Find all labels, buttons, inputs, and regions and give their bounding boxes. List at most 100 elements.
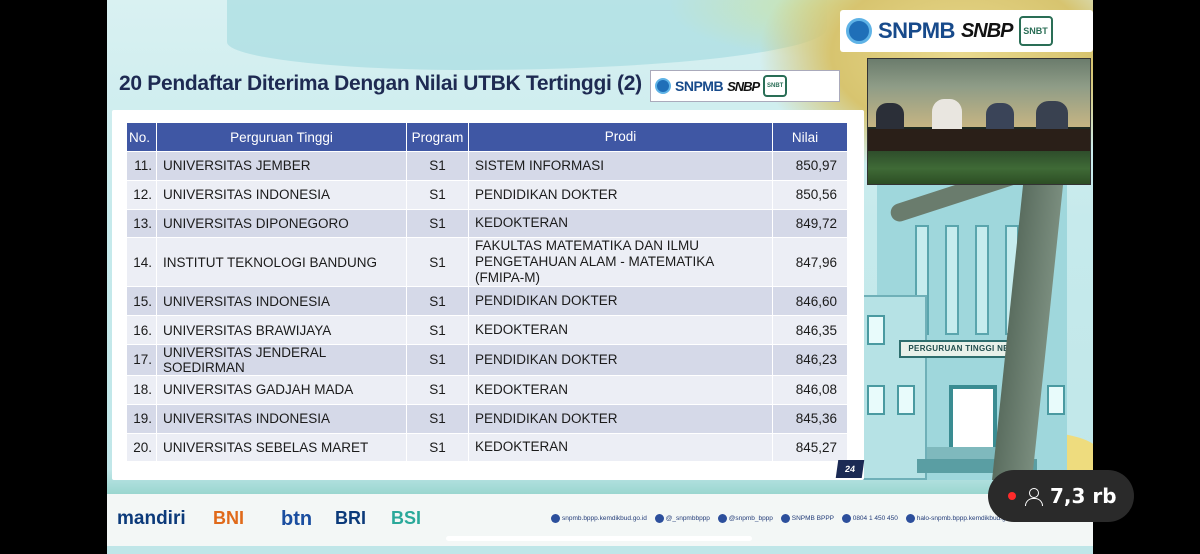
social-instagram: @_snpmbbppp (665, 515, 710, 523)
cell-prodi: KEDOKTERAN (468, 208, 773, 239)
cell-program: S1 (406, 343, 469, 376)
cell-nilai: 846,60 (772, 286, 848, 317)
snpmb-logo-title: SNPMB SNBP SNBT (650, 70, 840, 102)
cell-no: 16. (126, 315, 157, 345)
table-row: 12. UNIVERSITAS INDONESIA S1 PENDIDIKAN … (126, 179, 848, 210)
sponsor-btn: btn (281, 508, 313, 530)
cell-perguruan-tinggi: UNIVERSITAS INDONESIA (156, 179, 407, 210)
cell-prodi: FAKULTAS MATEMATIKA DAN ILMU PENGETAHUAN… (468, 237, 773, 288)
cell-perguruan-tinggi: INSTITUT TEKNOLOGI BANDUNG (156, 237, 407, 288)
live-viewers-pill[interactable]: 7,3 rb (988, 470, 1134, 522)
cell-program: S1 (406, 237, 469, 288)
header-perguruan-tinggi: Perguruan Tinggi (156, 122, 407, 152)
user-icon (1024, 487, 1043, 506)
cell-perguruan-tinggi: UNIVERSITAS JEMBER (156, 151, 407, 181)
cell-program: S1 (406, 374, 469, 405)
cell-program: S1 (406, 208, 469, 239)
video-stage: PERGURUAN TINGGI NEGERI SNPMB SNBP SNBT … (107, 0, 1093, 554)
page-number-badge: 24 (835, 460, 865, 478)
mail-icon (905, 514, 915, 523)
slide-title: 20 Pendaftar Diterima Dengan Nilai UTBK … (119, 72, 642, 95)
sponsor-mandiri: mandiri (117, 508, 186, 529)
facebook-youtube-icon (780, 514, 790, 523)
cell-prodi: KEDOKTERAN (468, 315, 773, 345)
social-website: snpmb.bppp.kemdikbud.go.id (562, 515, 647, 523)
table-row: 16. UNIVERSITAS BRAWIJAYA S1 KEDOKTERAN … (126, 315, 848, 345)
cell-perguruan-tinggi: UNIVERSITAS INDONESIA (156, 286, 407, 317)
cell-nilai: 846,35 (772, 315, 848, 345)
cell-no: 19. (126, 403, 157, 434)
cell-prodi: PENDIDIKAN DOKTER (468, 343, 773, 376)
x-tiktok-icon (717, 514, 727, 523)
cell-perguruan-tinggi: UNIVERSITAS BRAWIJAYA (156, 315, 407, 345)
cell-prodi: PENDIDIKAN DOKTER (468, 286, 773, 317)
cell-perguruan-tinggi: UNIVERSITAS JENDERAL SOEDIRMAN (156, 343, 407, 376)
cell-program: S1 (406, 179, 469, 210)
building-door (949, 385, 997, 455)
snpmb-logo-top: SNPMB SNBP SNBT (840, 10, 1093, 52)
tut-wuri-logo-icon (846, 18, 872, 44)
cell-program: S1 (406, 315, 469, 345)
cell-nilai: 850,97 (772, 151, 848, 181)
cell-nilai: 850,56 (772, 179, 848, 210)
cell-nilai: 845,36 (772, 403, 848, 434)
snbt-logo: SNBT (1018, 16, 1053, 46)
table-row: 13. UNIVERSITAS DIPONEGORO S1 KEDOKTERAN… (126, 208, 848, 239)
building-sign: PERGURUAN TINGGI NEGERI (899, 340, 1039, 358)
social-helpdesk: halo-snpmb.bppp.kemdikbud.go.id (916, 515, 1017, 523)
cell-program: S1 (406, 403, 469, 434)
cell-prodi: KEDOKTERAN (468, 374, 773, 405)
table-row: 17. UNIVERSITAS JENDERAL SOEDIRMAN S1 PE… (126, 343, 848, 376)
sponsor-bri: BRI (335, 508, 366, 528)
cell-nilai: 849,72 (772, 208, 848, 239)
cell-prodi: KEDOKTERAN (468, 432, 773, 463)
snbt-logo: SNBT (763, 75, 788, 97)
web-icon (551, 514, 560, 523)
table-header-row: No. Perguruan Tinggi Program Prodi Nilai (126, 122, 848, 152)
header-prodi: Prodi (468, 122, 773, 152)
cell-no: 15. (126, 286, 157, 317)
table-row: 15. UNIVERSITAS INDONESIA S1 PENDIDIKAN … (126, 286, 848, 317)
cell-perguruan-tinggi: UNIVERSITAS GADJAH MADA (156, 374, 407, 405)
cell-prodi: PENDIDIKAN DOKTER (468, 403, 773, 434)
cell-nilai: 845,27 (772, 432, 848, 463)
header-no: No. (126, 122, 157, 152)
cell-prodi: SISTEM INFORMASI (468, 151, 773, 181)
cell-nilai: 847,96 (772, 237, 848, 288)
cell-program: S1 (406, 151, 469, 181)
cell-program: S1 (406, 432, 469, 463)
social-facebook-youtube: SNPMB BPPP (791, 515, 834, 523)
ranking-table: No. Perguruan Tinggi Program Prodi Nilai… (126, 122, 848, 463)
cell-perguruan-tinggi: UNIVERSITAS DIPONEGORO (156, 208, 407, 239)
cell-no: 13. (126, 208, 157, 239)
instagram-icon (654, 514, 664, 523)
cell-no: 18. (126, 374, 157, 405)
sponsor-bni: BNI (213, 508, 244, 528)
cell-no: 17. (126, 343, 157, 376)
live-dot-icon (1008, 492, 1016, 500)
social-links: snpmb.bppp.kemdikbud.go.id @_snpmbbppp @… (545, 514, 1016, 523)
table-row: 14. INSTITUT TEKNOLOGI BANDUNG S1 FAKULT… (126, 237, 848, 288)
cell-no: 11. (126, 151, 157, 181)
ranking-panel: No. Perguruan Tinggi Program Prodi Nilai… (112, 110, 864, 480)
social-x-tiktok: @snpmb_bppp (728, 515, 773, 523)
snpmb-logo-text: SNPMB (675, 78, 724, 94)
social-phone: 0804 1 450 450 (852, 515, 898, 523)
cell-no: 12. (126, 179, 157, 210)
cell-nilai: 846,23 (772, 343, 848, 376)
phone-icon (841, 514, 851, 523)
table-row: 11. UNIVERSITAS JEMBER S1 SISTEM INFORMA… (126, 151, 848, 181)
cell-perguruan-tinggi: UNIVERSITAS SEBELAS MARET (156, 432, 407, 463)
header-program: Program (406, 122, 469, 152)
cell-no: 20. (126, 432, 157, 463)
tut-wuri-logo-icon (655, 78, 671, 94)
table-row: 19. UNIVERSITAS INDONESIA S1 PENDIDIKAN … (126, 403, 848, 434)
snpmb-logo-text: SNPMB (878, 18, 955, 43)
table-row: 20. UNIVERSITAS SEBELAS MARET S1 KEDOKTE… (126, 432, 848, 463)
cell-nilai: 846,08 (772, 374, 848, 405)
viewer-count: 7,3 rb (1050, 484, 1117, 508)
sponsor-bsi: BSI (391, 508, 422, 528)
cell-prodi: PENDIDIKAN DOKTER (468, 179, 773, 210)
table-row: 18. UNIVERSITAS GADJAH MADA S1 KEDOKTERA… (126, 374, 848, 405)
home-indicator[interactable] (446, 536, 752, 541)
